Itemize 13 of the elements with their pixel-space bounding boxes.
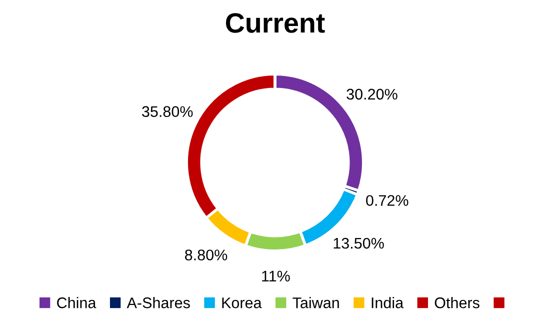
legend-label: Taiwan <box>292 297 339 308</box>
legend-label: India <box>372 297 404 308</box>
data-label: 8.80% <box>185 250 228 260</box>
legend-label: Korea <box>222 298 262 308</box>
data-label: 35.80% <box>142 106 193 117</box>
data-label: 0.72% <box>366 195 408 206</box>
legend-label: A-Shares <box>126 297 190 308</box>
data-label: 13.50% <box>334 238 384 249</box>
data-label: 11% <box>262 270 290 282</box>
data-label: 30.20% <box>346 88 398 100</box>
legend-label: China <box>57 297 96 308</box>
chart-title: Current <box>226 13 325 33</box>
legend-label: Others <box>434 297 480 308</box>
